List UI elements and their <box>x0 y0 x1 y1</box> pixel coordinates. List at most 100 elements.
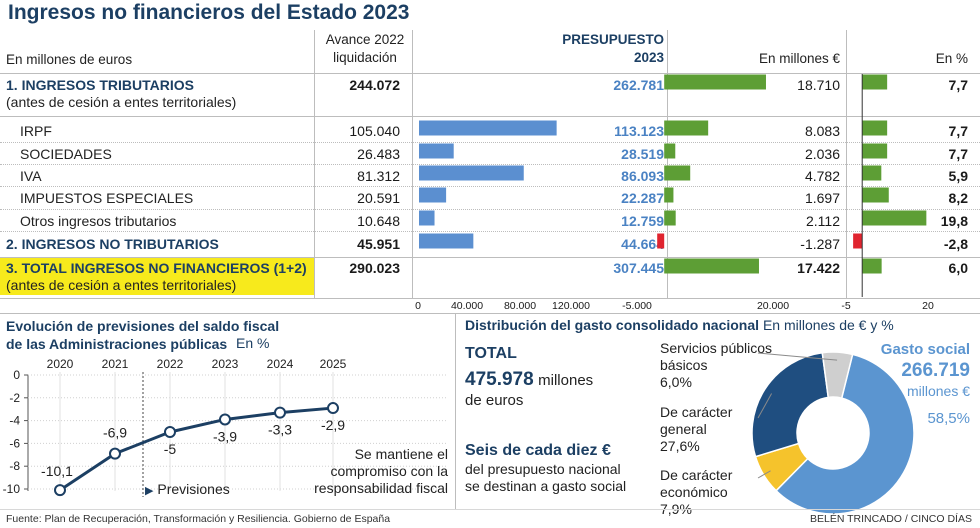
var-abs-value: 18.710 <box>797 77 840 93</box>
var-abs-bar <box>664 165 691 181</box>
divider <box>0 509 980 510</box>
presupuesto-bar <box>419 143 454 159</box>
gasto-social-amount: 266.719 <box>901 360 970 381</box>
var-abs-value: 1.697 <box>804 190 840 206</box>
var-abs-bar <box>664 74 766 90</box>
donut-slice <box>821 351 854 399</box>
avance-value: 26.483 <box>357 146 400 162</box>
previsiones-label: ▶ Previsiones <box>145 481 230 497</box>
axis-tick-label: 40.000 <box>450 300 484 312</box>
leader-line <box>757 352 838 361</box>
var-abs-bar <box>664 143 676 159</box>
presupuesto-bar <box>419 210 435 226</box>
x-tick-label: 2025 <box>320 357 347 371</box>
axis-tick-label: -5.000 <box>622 300 652 312</box>
divider <box>0 73 980 74</box>
axis-tick-label: 20.000 <box>756 300 790 312</box>
line-chart-title-line: de las Administraciones públicas <box>6 336 228 352</box>
row-label: 1. INGRESOS TRIBUTARIOS <box>6 77 194 93</box>
total-value-line: 475.978 millones <box>465 369 593 391</box>
data-point <box>109 447 121 460</box>
x-tick-label: 2024 <box>267 357 294 371</box>
presupuesto-value: 28.519 <box>621 146 664 162</box>
note-line: compromiso con la <box>330 463 449 479</box>
var-pct-bar <box>862 258 882 274</box>
var-abs-value: -1.287 <box>800 236 840 252</box>
y-tick-label: -8 <box>9 459 20 473</box>
axis-tick-label: 80.000 <box>503 300 537 312</box>
y-tick-label: -10 <box>3 482 21 496</box>
axis-tick-label: -5 <box>841 300 851 312</box>
data-label: -5 <box>164 441 177 457</box>
avance-value: 45.951 <box>357 236 400 252</box>
var-abs-bar <box>657 233 665 249</box>
var-abs-value: 17.422 <box>797 260 840 276</box>
var-abs-bar <box>664 210 676 226</box>
page-title: Ingresos no financieros del Estado 2023 <box>8 1 410 24</box>
line-chart-note: Se mantiene el compromiso con la respons… <box>290 446 448 497</box>
data-label: -10,1 <box>41 463 73 479</box>
unit-label: En millones de euros <box>6 52 133 67</box>
y-tick-label: -4 <box>9 414 20 428</box>
header-presupuesto: 2023 <box>633 50 664 65</box>
presupuesto-value: 262.781 <box>613 77 664 93</box>
presupuesto-value: 113.123 <box>614 123 664 139</box>
data-point <box>327 402 339 415</box>
gasto-social-unit: millones € <box>906 383 970 399</box>
var-pct-value: 19,8 <box>940 213 968 229</box>
var-pct-bar <box>862 165 882 181</box>
divider <box>455 313 456 509</box>
row-label: IVA <box>20 168 42 184</box>
x-tick-label: 2020 <box>47 357 74 371</box>
source-text: Fuente: Plan de Recuperación, Transforma… <box>6 513 391 525</box>
total-label: TOTAL <box>465 345 517 362</box>
legend-pct: 27,6% <box>660 438 700 454</box>
header-avance: liquidación <box>333 50 397 65</box>
data-label: -3,9 <box>213 428 237 444</box>
var-pct-bar <box>853 233 863 249</box>
divider <box>0 186 980 187</box>
divider <box>0 257 980 258</box>
data-label: -2,9 <box>321 417 345 433</box>
var-pct-bar <box>862 74 888 90</box>
avance-value: 20.591 <box>357 190 400 206</box>
data-point <box>54 484 66 497</box>
presupuesto-bar <box>419 165 524 181</box>
gasto-section-title: Distribución del gasto consolidado nacio… <box>465 317 894 333</box>
var-pct-value: 7,7 <box>948 146 968 162</box>
legend-line: De carácter <box>660 404 733 420</box>
headline-sub: del presupuesto nacional <box>465 461 621 477</box>
row-label: Otros ingresos tributarios <box>20 213 177 229</box>
divider <box>0 142 980 143</box>
legend-line: económico <box>660 484 728 500</box>
avance-value: 244.072 <box>349 77 400 93</box>
presupuesto-value: 86.093 <box>621 168 664 184</box>
var-pct-bar <box>862 120 888 136</box>
legend-line: general <box>660 421 707 437</box>
saldo-fiscal-line-chart: 0 -2 -4 -6 -8 -10 2020 2021 2022 2023 2024 2025 -10… <box>3 357 448 497</box>
var-pct-value: 5,9 <box>948 168 968 184</box>
data-label: -6,9 <box>103 425 127 441</box>
x-tick-label: 2021 <box>102 357 129 371</box>
y-tick-label: -6 <box>9 436 20 450</box>
row-label: IRPF <box>20 123 52 139</box>
var-pct-value: 7,7 <box>948 77 968 93</box>
total-unit: millones <box>538 372 594 389</box>
gasto-social-pct: 58,5% <box>927 410 970 427</box>
x-tick-label: 2022 <box>157 357 184 371</box>
saldo-line <box>59 406 334 492</box>
data-label: -3,3 <box>268 422 292 438</box>
total-highlight <box>0 258 314 295</box>
presupuesto-bar <box>419 120 557 136</box>
line-chart-subtitle: En % <box>236 335 270 351</box>
row-label: 3. TOTAL INGRESOS NO FINANCIEROS (1+2) <box>6 260 307 276</box>
var-abs-value: 2.112 <box>806 213 840 229</box>
divider <box>0 313 980 314</box>
var-abs-value: 2.036 <box>804 146 840 162</box>
legend-line: básicos <box>660 357 708 373</box>
var-pct-bar <box>862 143 888 159</box>
presupuesto-value: 12.759 <box>621 213 664 229</box>
axis-tick-label: 0 <box>415 300 421 312</box>
line-chart-title-line: Evolución de previsiones del saldo fisca… <box>6 318 280 334</box>
presupuesto-bar <box>419 233 474 249</box>
